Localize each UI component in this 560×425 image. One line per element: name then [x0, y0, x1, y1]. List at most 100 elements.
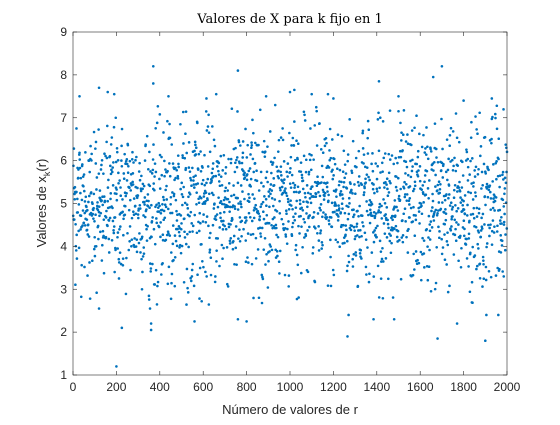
data-point	[437, 201, 441, 204]
data-point	[304, 170, 308, 174]
data-point	[74, 283, 77, 287]
data-point	[168, 234, 172, 237]
data-point	[403, 180, 406, 184]
data-point	[212, 138, 216, 142]
data-point	[266, 286, 270, 289]
data-point	[108, 216, 112, 220]
data-point	[367, 213, 370, 217]
data-point	[498, 219, 502, 222]
data-point	[358, 252, 362, 255]
data-point	[365, 200, 368, 203]
data-point	[498, 174, 502, 177]
data-point	[134, 212, 138, 216]
data-point	[402, 186, 406, 190]
data-point	[311, 246, 315, 249]
data-point	[443, 258, 447, 261]
data-point	[387, 171, 391, 175]
data-point	[217, 196, 220, 199]
data-point	[132, 161, 135, 164]
x-axis-label: Número de valores de r	[222, 402, 359, 417]
data-point	[316, 175, 319, 179]
data-point	[321, 243, 324, 247]
data-point	[351, 257, 355, 261]
data-point	[156, 280, 160, 284]
data-point	[214, 275, 217, 278]
data-point	[261, 277, 265, 281]
data-point	[192, 179, 195, 182]
data-point	[79, 191, 82, 195]
data-point	[235, 156, 239, 159]
data-point	[206, 177, 210, 181]
data-point	[230, 107, 234, 111]
data-point	[353, 229, 356, 232]
data-point	[173, 255, 177, 259]
data-point	[346, 153, 350, 156]
data-point	[246, 143, 249, 147]
data-point	[93, 235, 96, 239]
data-point	[170, 272, 174, 276]
data-point	[111, 184, 115, 187]
data-point	[191, 230, 194, 233]
data-point	[115, 192, 118, 196]
data-point	[117, 277, 121, 280]
y-tick-label: 1	[60, 368, 67, 382]
data-point	[232, 193, 236, 197]
data-point	[462, 99, 465, 102]
data-point	[145, 239, 149, 242]
data-point	[218, 264, 221, 268]
data-point	[479, 229, 483, 232]
data-point	[277, 260, 281, 264]
data-point	[387, 277, 390, 281]
data-point	[300, 176, 304, 180]
data-point	[226, 285, 230, 288]
data-point	[309, 168, 313, 172]
data-point	[270, 197, 274, 200]
data-point	[122, 233, 125, 237]
data-point	[89, 144, 92, 148]
data-point	[427, 196, 430, 200]
data-point	[319, 148, 323, 151]
data-point	[365, 173, 369, 176]
data-point	[287, 274, 291, 277]
y-tick-label: 2	[60, 325, 67, 339]
data-point	[293, 120, 296, 123]
data-point	[91, 259, 94, 263]
data-point	[97, 128, 100, 131]
data-point	[135, 196, 139, 200]
data-point	[488, 184, 492, 187]
data-point	[337, 183, 341, 187]
data-point	[342, 223, 345, 227]
data-point	[495, 177, 498, 181]
data-point	[111, 219, 115, 223]
data-point	[202, 265, 205, 269]
data-point	[204, 270, 207, 274]
data-point	[83, 224, 87, 227]
data-point	[432, 169, 435, 172]
data-point	[120, 326, 124, 330]
data-point	[102, 234, 105, 238]
data-point	[378, 116, 382, 120]
data-point	[154, 205, 157, 209]
data-point	[104, 154, 107, 158]
data-point	[460, 186, 464, 189]
data-point	[342, 185, 345, 189]
data-point	[138, 207, 142, 210]
data-point	[222, 246, 225, 250]
data-point	[116, 247, 119, 250]
data-point	[474, 194, 478, 198]
data-point	[78, 166, 82, 170]
data-point	[284, 235, 288, 238]
data-point	[218, 184, 222, 188]
data-point	[149, 170, 152, 173]
data-point	[103, 199, 107, 203]
data-point	[289, 155, 293, 159]
data-point	[277, 138, 281, 142]
data-point	[172, 192, 176, 196]
data-point	[184, 110, 188, 113]
data-point	[493, 225, 496, 228]
data-point	[500, 239, 504, 243]
data-point	[290, 204, 293, 207]
data-point	[391, 296, 395, 299]
data-point	[321, 215, 324, 219]
data-point	[147, 199, 150, 203]
